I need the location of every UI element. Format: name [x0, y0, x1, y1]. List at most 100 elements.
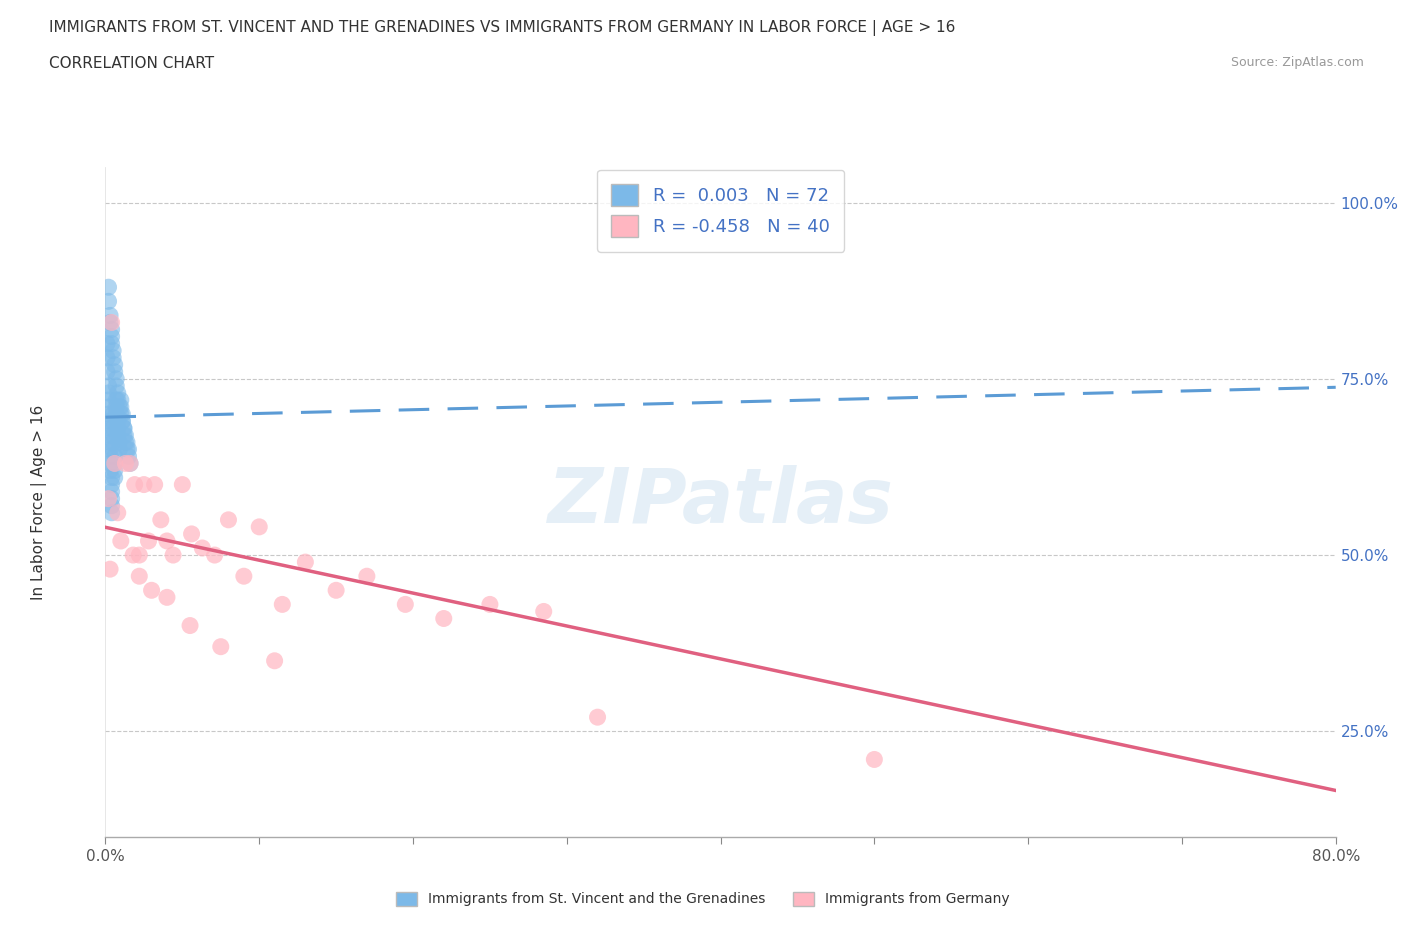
Point	[108, 442, 131, 457]
Point	[180, 526, 202, 541]
Point	[433, 611, 456, 626]
Text: In Labor Force | Age > 16: In Labor Force | Age > 16	[31, 405, 46, 600]
Point	[120, 456, 141, 471]
Point	[156, 590, 179, 604]
Point	[128, 569, 150, 584]
Point	[97, 280, 120, 295]
Point	[98, 435, 121, 450]
Point	[104, 463, 127, 478]
Point	[107, 414, 129, 429]
Point	[97, 491, 120, 506]
Point	[105, 400, 128, 415]
Text: CORRELATION CHART: CORRELATION CHART	[49, 56, 214, 71]
Point	[209, 639, 232, 654]
Point	[101, 428, 124, 443]
Point	[98, 414, 121, 429]
Point	[104, 365, 127, 379]
Point	[101, 343, 124, 358]
Point	[128, 548, 150, 563]
Point	[98, 463, 121, 478]
Point	[98, 449, 121, 464]
Point	[105, 406, 128, 421]
Point	[105, 392, 128, 407]
Point	[108, 400, 131, 415]
Point	[586, 710, 609, 724]
Point	[105, 371, 128, 386]
Point	[115, 435, 138, 450]
Point	[356, 569, 378, 584]
Point	[101, 435, 124, 450]
Point	[325, 583, 347, 598]
Point	[98, 420, 121, 435]
Text: IMMIGRANTS FROM ST. VINCENT AND THE GRENADINES VS IMMIGRANTS FROM GERMANY IN LAB: IMMIGRANTS FROM ST. VINCENT AND THE GREN…	[49, 20, 956, 36]
Point	[98, 562, 121, 577]
Point	[100, 498, 122, 513]
Point	[112, 428, 135, 443]
Point	[156, 534, 179, 549]
Point	[107, 386, 129, 401]
Point	[478, 597, 501, 612]
Point	[110, 400, 132, 415]
Point	[98, 442, 121, 457]
Point	[110, 534, 132, 549]
Point	[114, 456, 136, 471]
Text: ZIPatlas: ZIPatlas	[547, 465, 894, 539]
Point	[191, 540, 214, 555]
Point	[100, 322, 122, 337]
Point	[122, 548, 145, 563]
Legend: Immigrants from St. Vincent and the Grenadines, Immigrants from Germany: Immigrants from St. Vincent and the Gren…	[391, 886, 1015, 912]
Point	[111, 414, 134, 429]
Point	[104, 470, 127, 485]
Point	[263, 654, 285, 669]
Point	[124, 477, 146, 492]
Point	[104, 456, 127, 471]
Point	[110, 406, 132, 421]
Point	[100, 491, 122, 506]
Point	[247, 520, 270, 535]
Point	[132, 477, 155, 492]
Point	[204, 548, 226, 563]
Point	[98, 315, 121, 330]
Legend: R =  0.003   N = 72, R = -0.458   N = 40: R = 0.003 N = 72, R = -0.458 N = 40	[598, 170, 844, 252]
Point	[138, 534, 160, 549]
Point	[100, 329, 122, 344]
Point	[141, 583, 163, 598]
Point	[100, 336, 122, 351]
Point	[108, 435, 131, 450]
Point	[863, 752, 886, 767]
Point	[97, 400, 120, 415]
Point	[96, 365, 118, 379]
Point	[98, 456, 121, 471]
Point	[179, 618, 201, 633]
Point	[97, 379, 120, 393]
Point	[149, 512, 172, 527]
Point	[96, 336, 118, 351]
Point	[97, 386, 120, 401]
Point	[394, 597, 416, 612]
Point	[115, 442, 138, 457]
Point	[101, 406, 124, 421]
Point	[107, 392, 129, 407]
Point	[100, 315, 122, 330]
Point	[100, 470, 122, 485]
Point	[294, 554, 316, 569]
Point	[111, 414, 134, 429]
Point	[114, 435, 136, 450]
Point	[107, 428, 129, 443]
Point	[162, 548, 184, 563]
Point	[117, 449, 139, 464]
Point	[271, 597, 294, 612]
Point	[117, 442, 139, 457]
Point	[107, 505, 129, 520]
Point	[120, 456, 141, 471]
Point	[143, 477, 166, 492]
Point	[101, 351, 124, 365]
Point	[104, 357, 127, 372]
Point	[107, 420, 129, 435]
Point	[111, 406, 134, 421]
Point	[218, 512, 240, 527]
Point	[98, 428, 121, 443]
Point	[172, 477, 194, 492]
Point	[101, 414, 124, 429]
Point	[112, 420, 135, 435]
